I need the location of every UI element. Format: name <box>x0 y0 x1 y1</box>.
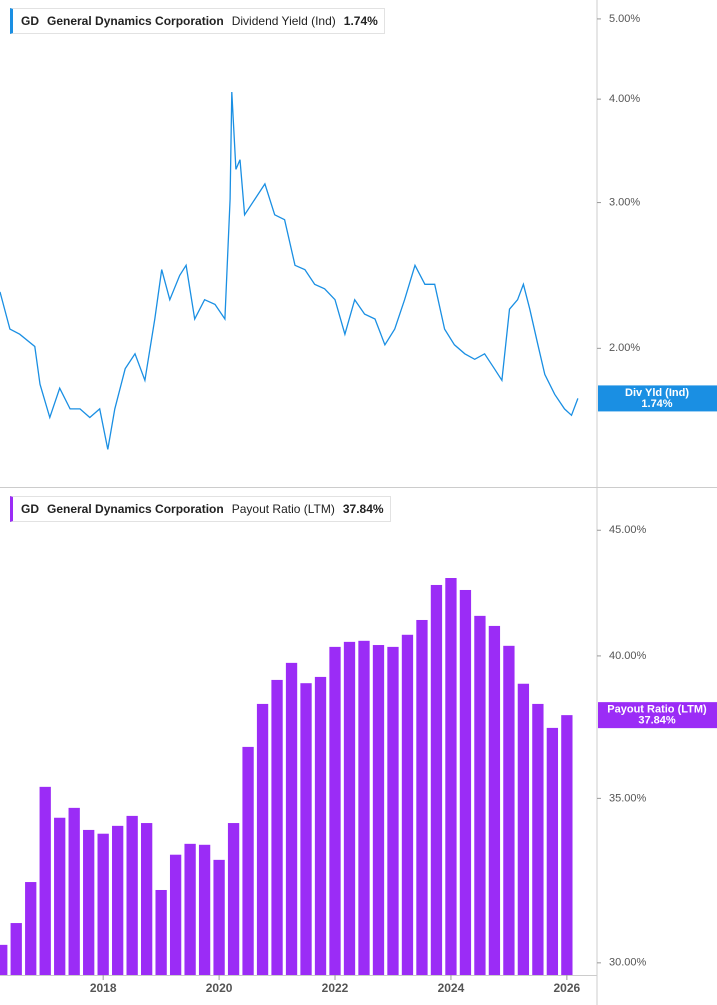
x-tick-label: 2022 <box>322 981 349 995</box>
bar <box>39 786 51 975</box>
y-tick-label: 45.00% <box>609 524 647 536</box>
bar <box>546 727 559 975</box>
bar <box>126 815 138 975</box>
x-tick-label: 2018 <box>90 981 117 995</box>
bar <box>517 683 530 975</box>
bar <box>112 825 124 975</box>
value-badge <box>598 702 717 729</box>
bar <box>169 854 182 975</box>
company: General Dynamics Corporation <box>47 14 224 28</box>
bar <box>372 645 385 975</box>
bar <box>68 807 80 975</box>
badge-value: 37.84% <box>638 715 676 727</box>
bar <box>474 615 486 975</box>
bar <box>503 645 515 975</box>
bar <box>561 715 573 975</box>
y-tick-label: 35.00% <box>609 792 647 804</box>
x-tick-label: 2020 <box>206 981 233 995</box>
line <box>0 91 579 450</box>
bar <box>184 843 196 975</box>
badge-value: 1.74% <box>641 398 672 410</box>
bar <box>213 859 225 975</box>
legend-header: GD General Dynamics Corporation Dividend… <box>10 8 385 34</box>
series-name: Payout Ratio (LTM) <box>231 502 335 516</box>
bar <box>445 578 457 975</box>
y-tick-label: 4.00% <box>609 93 640 105</box>
bar <box>271 679 283 975</box>
bar <box>401 634 414 975</box>
bar <box>83 829 95 975</box>
bar <box>242 746 254 975</box>
x-tick-label: 2024 <box>438 981 465 995</box>
bar <box>25 882 37 975</box>
ticker: GD <box>21 14 39 28</box>
x-tick-label: 2026 <box>554 981 581 995</box>
bar <box>140 823 153 975</box>
y-tick-label: 40.00% <box>609 650 647 662</box>
bar <box>198 844 211 975</box>
legend-header: GD General Dynamics Corporation Payout R… <box>10 496 391 522</box>
y-tick-label: 30.00% <box>609 957 647 969</box>
y-tick-label: 3.00% <box>609 196 640 208</box>
bar <box>227 823 240 975</box>
bar <box>387 646 399 975</box>
bar <box>314 676 327 975</box>
badge-label: Div Yld (Ind) <box>625 387 689 399</box>
bar <box>430 584 443 975</box>
bar <box>343 641 356 975</box>
bar <box>54 817 66 975</box>
bar <box>488 625 501 975</box>
bar <box>416 619 428 975</box>
series-name: Dividend Yield (Ind) <box>231 14 336 28</box>
bar <box>10 923 22 975</box>
y-tick-label: 2.00% <box>609 342 640 354</box>
bar <box>358 640 370 975</box>
value-badge <box>598 385 717 412</box>
current-value: 1.74% <box>343 14 378 28</box>
bar <box>0 944 8 975</box>
bar <box>285 662 298 975</box>
bar <box>97 833 109 975</box>
bar <box>459 589 472 975</box>
bar <box>300 683 312 975</box>
bar <box>329 646 341 975</box>
bar <box>256 703 269 975</box>
company: General Dynamics Corporation <box>47 502 224 516</box>
current-value: 37.84% <box>342 502 384 516</box>
badge-label: Payout Ratio (LTM) <box>607 704 707 716</box>
ticker: GD <box>21 502 39 516</box>
bar <box>155 889 167 975</box>
y-tick-label: 5.00% <box>609 13 640 25</box>
bar <box>532 703 544 975</box>
